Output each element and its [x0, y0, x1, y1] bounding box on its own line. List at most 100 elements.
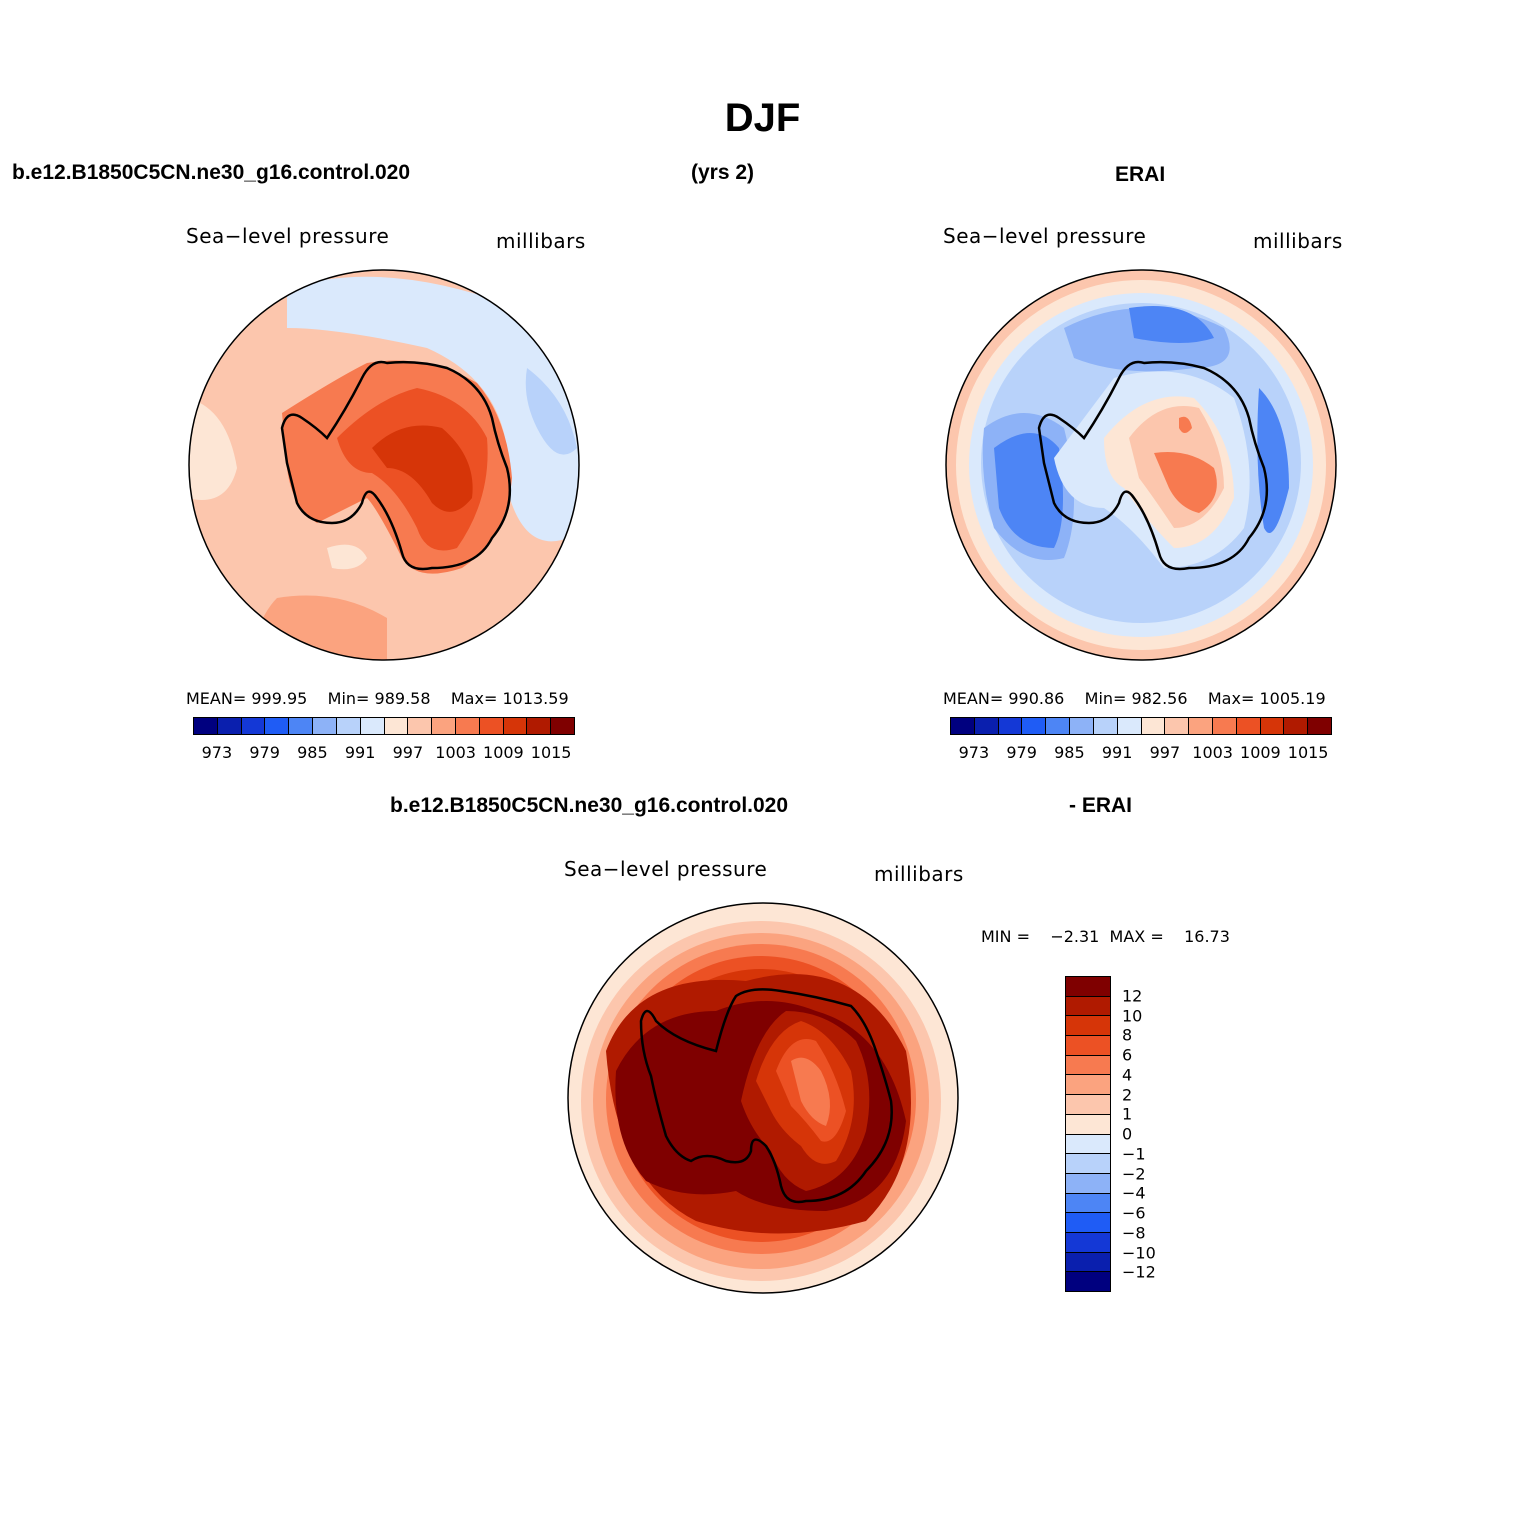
max-value: 1005.19	[1259, 689, 1326, 708]
obs-colorbar-ticks: 973 979 985 991 997 1003 1009 1015	[950, 743, 1332, 763]
diff-stats: MIN = −2.31 MAX = 16.73	[981, 927, 1230, 946]
map-field-low-e	[1257, 388, 1289, 533]
obs-colorbar-swatch	[1212, 718, 1237, 734]
diff-colorbar-tick-label: 2	[1122, 1085, 1133, 1104]
diff-colorbar-tick-label: 12	[1122, 986, 1143, 1006]
panel-model-units-label: millibars	[496, 229, 586, 253]
obs-colorbar	[950, 717, 1332, 735]
max-value: 1013.59	[502, 689, 569, 708]
diff-colorbar-swatch	[1066, 977, 1110, 997]
diff-colorbar-tick-label: −2	[1122, 1164, 1146, 1183]
model-colorbar-tick-label: 1003	[435, 743, 476, 762]
diff-obs-name-header: - ERAI	[1069, 794, 1132, 817]
min-value: 982.56	[1131, 689, 1188, 708]
diff-colorbar-tick-label: −1	[1122, 1144, 1146, 1164]
diff-colorbar-tick-label: 0	[1122, 1124, 1133, 1144]
panel-obs-units-label: millibars	[1253, 229, 1343, 253]
diff-colorbar-swatch	[1066, 1055, 1110, 1076]
model-colorbar-tick-label: 1015	[530, 743, 572, 762]
max-label: MAX =	[1109, 927, 1164, 946]
obs-colorbar-swatch	[1141, 718, 1166, 734]
obs-colorbar-swatch	[951, 718, 975, 734]
obs-colorbar-swatch	[1189, 718, 1213, 734]
panel-obs-variable-label: Sea−level pressure	[943, 224, 1147, 248]
max-value: 16.73	[1184, 927, 1230, 946]
obs-colorbar-swatch	[1260, 718, 1285, 734]
model-polar-map	[188, 269, 580, 661]
obs-colorbar-swatch	[1284, 718, 1309, 734]
panel-diff-units-label: millibars	[874, 862, 964, 886]
diff-colorbar-swatch	[1066, 1075, 1110, 1096]
max-label: Max=	[450, 689, 498, 708]
diff-colorbar-ticks: 12 10 8 6 4 2 1 0 −1 −2 −4 −6 −8 −10 −12	[1122, 976, 1182, 1292]
diff-colorbar-swatch	[1066, 1095, 1110, 1115]
model-colorbar-swatch	[265, 718, 290, 734]
diff-colorbar-swatch	[1066, 1272, 1110, 1291]
obs-colorbar-tick-label: 973	[958, 743, 990, 762]
map-field-antarctic-3	[372, 425, 473, 512]
model-stats: MEAN= 999.95 Min= 989.58 Max= 1013.59	[186, 689, 569, 708]
diff-colorbar-swatch	[1066, 1016, 1110, 1037]
map-field-antarctic-4	[791, 1057, 830, 1126]
model-colorbar-swatch	[455, 718, 480, 734]
obs-colorbar-tick-label: 997	[1149, 743, 1181, 762]
model-colorbar-swatch	[217, 718, 242, 734]
diff-colorbar-swatch	[1066, 1232, 1110, 1253]
diff-colorbar-swatch	[1066, 1154, 1110, 1174]
diff-colorbar-tick-label: −8	[1122, 1223, 1146, 1243]
model-colorbar-tick-label: 991	[344, 743, 376, 762]
diff-colorbar-swatch	[1066, 1252, 1110, 1273]
obs-stats: MEAN= 990.86 Min= 982.56 Max= 1005.19	[943, 689, 1326, 708]
diff-colorbar-swatch	[1066, 1134, 1110, 1155]
model-colorbar-swatch	[313, 718, 337, 734]
diff-colorbar-tick-label: 4	[1122, 1065, 1133, 1085]
obs-name-header: ERAI	[1115, 163, 1166, 186]
map-field-antarctic-5	[1179, 416, 1192, 433]
diff-colorbar-tick-label: −4	[1122, 1183, 1146, 1203]
diff-colorbar-swatch	[1066, 996, 1110, 1017]
min-label: Min=	[327, 689, 370, 708]
diff-case-name-header: b.e12.B1850C5CN.ne30_g16.control.020	[390, 794, 789, 817]
diff-colorbar-swatch	[1066, 1193, 1110, 1214]
model-colorbar-swatch	[241, 718, 266, 734]
obs-colorbar-tick-label: 1015	[1287, 743, 1329, 762]
diff-colorbar-tick-label: 8	[1122, 1025, 1133, 1045]
case-name-header: b.e12.B1850C5CN.ne30_g16.control.020	[12, 161, 411, 184]
obs-colorbar-swatch	[1022, 718, 1047, 734]
model-colorbar-swatch	[194, 718, 218, 734]
antarctic-coastline	[639, 988, 893, 1204]
mean-label: MEAN=	[943, 689, 1004, 708]
diff-colorbar-swatch	[1066, 1173, 1110, 1194]
max-label: Max=	[1207, 689, 1255, 708]
years-header: (yrs 2)	[691, 161, 755, 184]
obs-colorbar-swatch	[1046, 718, 1071, 734]
mean-value: 990.86	[1008, 689, 1065, 708]
mean-label: MEAN=	[186, 689, 247, 708]
main-title: DJF	[724, 96, 801, 140]
model-colorbar-swatch	[408, 718, 433, 734]
model-colorbar-ticks: 973 979 985 991 997 1003 1009 1015	[193, 743, 575, 763]
panel-model-variable-label: Sea−level pressure	[186, 224, 390, 248]
min-value: 989.58	[374, 689, 431, 708]
obs-colorbar-tick-label: 991	[1101, 743, 1133, 762]
diff-colorbar-tick-label: −12	[1122, 1262, 1156, 1282]
map-field-antarctic-4	[1154, 452, 1217, 513]
diff-colorbar-swatch	[1066, 1114, 1110, 1135]
obs-polar-map	[945, 269, 1337, 661]
model-colorbar-tick-label: 973	[201, 743, 233, 762]
diff-colorbar-tick-label: −6	[1122, 1203, 1146, 1223]
diff-colorbar-tick-label: 1	[1122, 1104, 1133, 1124]
model-colorbar-tick-label: 979	[249, 743, 280, 762]
diff-colorbar-tick-label: 10	[1122, 1006, 1143, 1025]
map-field-low-n	[1129, 306, 1214, 343]
obs-colorbar-swatch	[974, 718, 999, 734]
map-field-low-e	[525, 368, 577, 455]
obs-colorbar-tick-label: 1009	[1240, 743, 1281, 762]
obs-colorbar-swatch	[1165, 718, 1190, 734]
model-colorbar-swatch	[360, 718, 385, 734]
obs-colorbar-swatch	[1070, 718, 1094, 734]
diff-colorbar-tick-label: −10	[1122, 1243, 1156, 1262]
obs-colorbar-tick-label: 985	[1054, 743, 1085, 762]
diff-colorbar-swatch	[1066, 1036, 1110, 1056]
antarctic-coastline	[280, 360, 512, 571]
